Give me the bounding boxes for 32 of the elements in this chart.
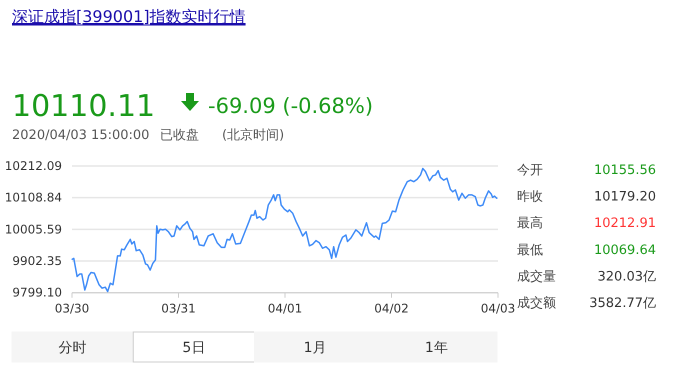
x-tick-label: 03/31 — [161, 302, 196, 316]
y-tick-label: 10005.59 — [4, 222, 62, 236]
y-tick-label: 9799.10 — [12, 286, 62, 300]
text: 1年 — [424, 340, 448, 356]
text: 320.03亿 — [598, 269, 656, 284]
text: 10110.11 — [12, 89, 156, 124]
category-label: 成交量 — [517, 268, 556, 284]
text: 10212.91 — [594, 216, 656, 232]
text: 10155.56 — [594, 163, 656, 178]
x-tick-label: 04/01 — [268, 302, 302, 316]
text: 3582.77亿 — [589, 296, 656, 311]
text: -69.09 (-0.68%) — [208, 94, 374, 118]
category-label: 成交额 — [517, 295, 556, 311]
y-tick-label: 10108.84 — [4, 190, 62, 205]
category-label: 最高 — [517, 215, 543, 232]
x-tick-label: 03/30 — [54, 302, 90, 316]
y-tick-label: 9902.35 — [12, 254, 62, 268]
text: (北京时间) — [222, 128, 284, 143]
text: 10179.20 — [594, 190, 656, 205]
text: 1月 — [304, 340, 327, 356]
text: 已收盘 — [160, 128, 199, 143]
text: 5日 — [182, 340, 206, 356]
text: 2020/04/03 15:00:00 — [12, 128, 150, 143]
category-label: 最低 — [517, 242, 543, 258]
category-label: 昨收 — [517, 190, 543, 205]
text: 10069.64 — [594, 242, 656, 258]
category-label: 今开 — [517, 163, 543, 178]
x-tick-label: 04/03 — [480, 302, 516, 316]
x-tick-label: 04/02 — [374, 302, 409, 316]
y-tick-label: 10212.09 — [4, 159, 62, 173]
text: 分时 — [58, 340, 87, 356]
chart-title: 深证成指[399001]指数实时行情 — [12, 7, 246, 26]
